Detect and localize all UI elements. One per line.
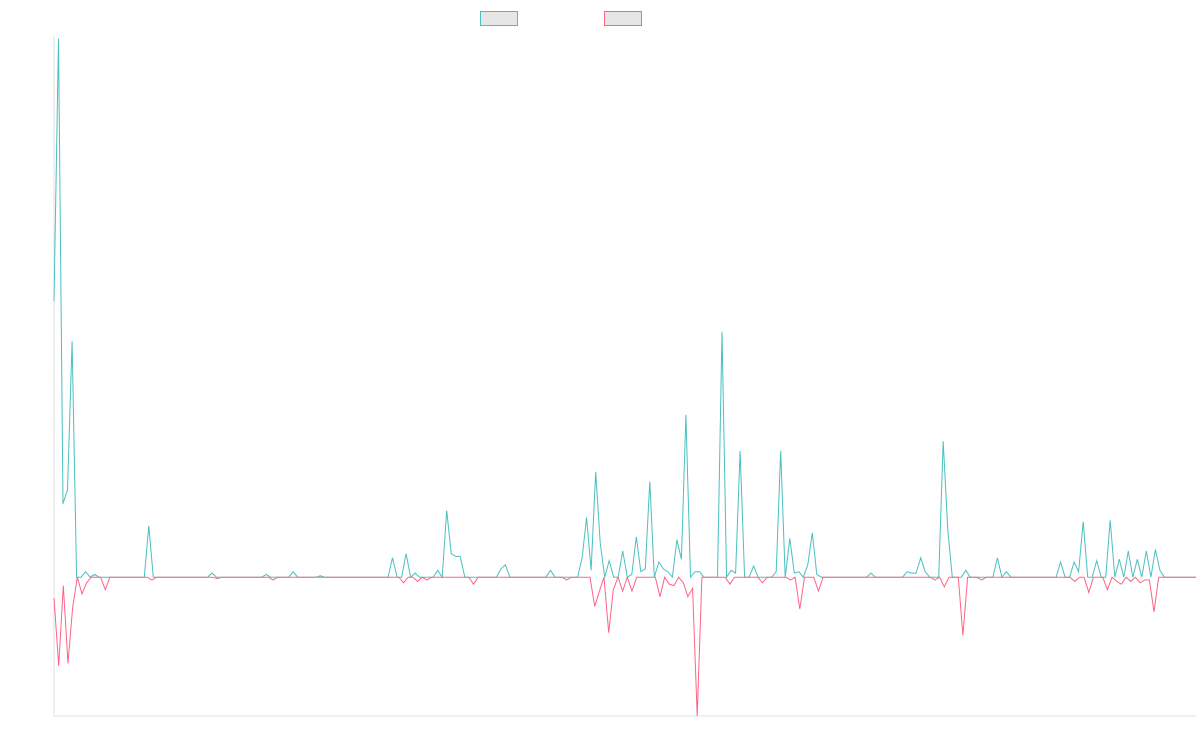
legend [0,9,1200,27]
legend-swatch-series-2 [604,10,642,26]
series-layer [53,38,1196,717]
legend-item-series-2[interactable] [604,9,648,27]
legend-swatch-series-1 [480,10,518,26]
series-line-2 [53,575,1196,717]
series-line-1 [53,38,1196,579]
legend-item-series-1[interactable] [480,9,524,27]
